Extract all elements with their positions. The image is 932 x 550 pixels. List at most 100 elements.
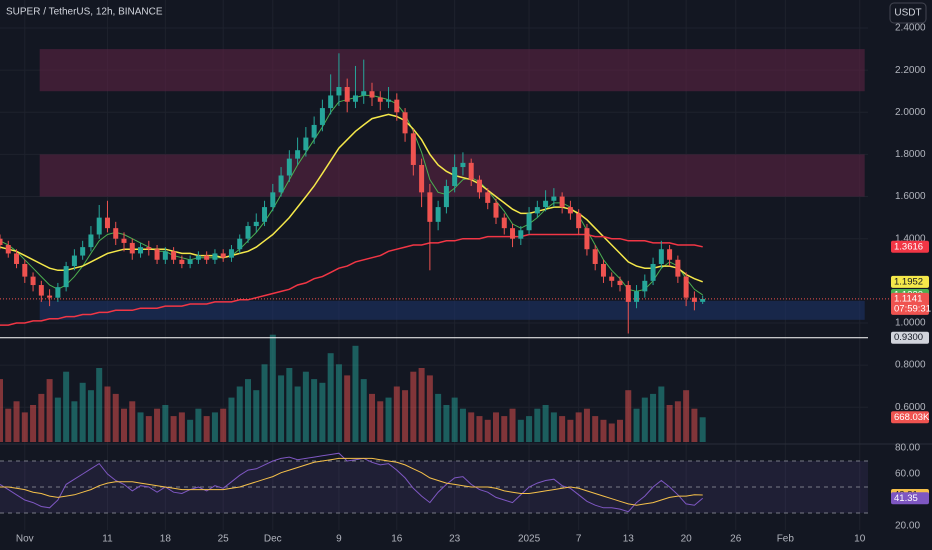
volume-bar [220,408,227,442]
candle-body [691,297,697,302]
x-tick-label: 16 [391,534,403,545]
volume-bar [683,390,690,442]
rsi-line [0,452,704,513]
y-tick-label: 1.8000 [895,149,926,160]
volume-bar [112,393,119,442]
candle-body [146,247,152,250]
volume-bar [87,390,94,442]
volume-bar [253,390,260,442]
candle-body [253,221,259,227]
y-tick-label: 0.6000 [895,402,926,413]
candle-body [493,202,499,218]
currency-label[interactable]: USDT [894,8,921,19]
volume-bar [443,405,450,442]
y-tick-label: 2.2000 [895,65,926,76]
candle-body [675,259,681,277]
volume-bar [567,419,574,442]
volume-bar [129,401,136,442]
volume-bar [608,423,615,442]
volume-bar [145,416,152,442]
volume-bar [178,412,185,442]
zone [39,300,865,320]
candle-body [361,91,367,96]
volume-bar [311,379,318,442]
candle-body [700,298,706,302]
x-tick-label: 13 [623,534,635,545]
candle-body [179,259,185,264]
x-tick-label: 25 [218,534,230,545]
candle-body [468,162,474,180]
volume-bar [435,393,442,442]
volume-bar [236,386,243,442]
y-tick-label: 2.0000 [895,107,926,118]
candle-body [435,207,441,222]
symbol-title: SUPER / TetherUS, 12h, BINANCE [6,7,163,18]
candle-body [104,217,110,229]
candle-body [410,133,416,165]
hline-tag: 0.9300 [894,332,923,343]
volume-bar [21,412,28,442]
volume-bar [699,417,706,442]
candle-body [237,238,243,250]
volume-bar [476,416,483,442]
candle-body [402,112,408,134]
volume-bar [641,397,648,442]
volume-bar [542,405,549,442]
volume-bar [650,393,657,442]
ma-tag: 1.1952 [894,276,923,287]
candle-body [22,263,28,277]
volume-bar [617,419,623,442]
volume-bar [5,408,12,442]
x-tick-label: Nov [16,534,34,545]
candle-body [427,192,433,222]
ma-tag: 1.3616 [894,241,923,252]
x-tick-label: 10 [854,534,866,545]
volume-bar [418,368,425,442]
volume-bar [63,371,70,442]
volume-bar [352,345,359,442]
ma-tag-bg [891,240,929,253]
candle-body [121,238,127,243]
candle-body [600,263,606,277]
volume-bar [484,419,491,442]
volume-bar [170,416,177,442]
candle-body [336,87,342,96]
volume-bar [360,379,367,442]
x-tick-label: 18 [160,534,172,545]
currency-button[interactable] [889,2,927,24]
candle-body [286,158,292,176]
volume-bar [162,405,169,442]
x-tick-label: Dec [264,534,282,545]
candle-body [617,280,623,286]
x-tick-label: 11 [102,534,113,545]
candle-body [609,276,615,281]
candle-body [567,207,573,214]
candle-body [195,255,201,260]
candle-body [551,196,557,201]
candle-body [319,108,325,125]
volume-bar [377,401,384,442]
candle-body [634,291,640,302]
volume-bar [121,408,127,442]
volume-bar [550,412,557,442]
volume-bar [13,401,20,442]
rsi-tag-bg [891,492,929,505]
candle-body [80,247,86,256]
volume-bar [319,382,326,442]
volume-bar [625,390,632,442]
volume-bar [54,397,61,442]
volume-tag: 668.03K [894,412,930,423]
volume-bar [286,368,293,442]
candle-body [460,162,466,168]
volume-bar [96,368,103,442]
y-tick-label: 0.8000 [895,360,926,371]
zone [39,49,865,92]
volume-bar [269,334,276,442]
candle-body [377,97,383,102]
volume-bar [137,412,144,442]
volume-bar [468,412,475,442]
candle-body [228,249,234,258]
candle-body [518,230,524,239]
volume-bar [228,397,235,442]
y-tick-label: 1.0000 [895,318,926,329]
